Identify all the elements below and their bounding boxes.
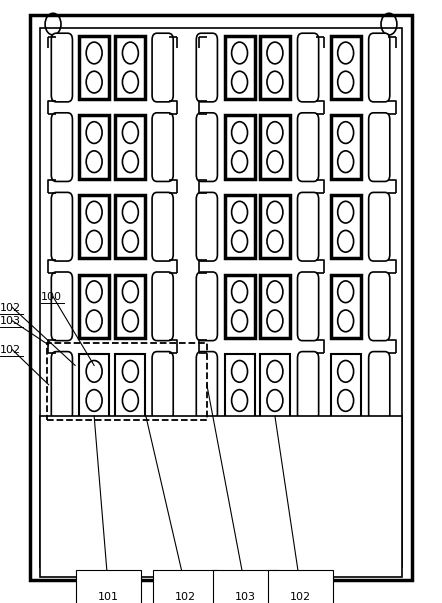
FancyBboxPatch shape — [152, 352, 173, 420]
FancyBboxPatch shape — [297, 33, 319, 102]
Text: 101: 101 — [98, 592, 119, 602]
FancyBboxPatch shape — [51, 192, 72, 261]
FancyBboxPatch shape — [152, 113, 173, 182]
FancyBboxPatch shape — [51, 352, 72, 420]
Bar — [225, 275, 255, 338]
FancyBboxPatch shape — [196, 352, 217, 420]
Bar — [260, 275, 290, 338]
Bar — [260, 36, 290, 99]
Bar — [79, 355, 109, 417]
Bar — [40, 416, 402, 577]
FancyBboxPatch shape — [196, 192, 217, 261]
Bar — [331, 195, 361, 258]
FancyBboxPatch shape — [297, 272, 319, 341]
Bar — [47, 343, 207, 420]
Bar — [79, 275, 109, 338]
Text: 103: 103 — [235, 592, 256, 602]
Bar — [331, 355, 361, 417]
FancyBboxPatch shape — [152, 33, 173, 102]
Bar — [115, 275, 145, 338]
Text: 102: 102 — [290, 592, 311, 602]
Bar — [331, 115, 361, 178]
FancyBboxPatch shape — [369, 33, 390, 102]
FancyBboxPatch shape — [369, 352, 390, 420]
Bar — [30, 15, 412, 580]
Bar — [331, 275, 361, 338]
Bar — [331, 36, 361, 99]
Bar — [115, 195, 145, 258]
FancyBboxPatch shape — [51, 272, 72, 341]
Bar — [225, 195, 255, 258]
Bar — [79, 36, 109, 99]
Bar — [225, 36, 255, 99]
FancyBboxPatch shape — [369, 272, 390, 341]
FancyBboxPatch shape — [196, 33, 217, 102]
Bar — [260, 355, 290, 417]
Bar — [260, 195, 290, 258]
FancyBboxPatch shape — [369, 113, 390, 182]
FancyBboxPatch shape — [297, 113, 319, 182]
Bar — [115, 355, 145, 417]
FancyBboxPatch shape — [152, 272, 173, 341]
Text: 102: 102 — [0, 345, 21, 355]
FancyBboxPatch shape — [297, 352, 319, 420]
Bar — [225, 355, 255, 417]
Bar — [79, 195, 109, 258]
FancyBboxPatch shape — [196, 272, 217, 341]
FancyBboxPatch shape — [297, 192, 319, 261]
FancyBboxPatch shape — [51, 33, 72, 102]
Bar — [40, 28, 402, 567]
FancyBboxPatch shape — [196, 113, 217, 182]
FancyBboxPatch shape — [152, 192, 173, 261]
FancyBboxPatch shape — [51, 113, 72, 182]
Bar — [260, 115, 290, 178]
Text: 102: 102 — [175, 592, 196, 602]
FancyBboxPatch shape — [369, 192, 390, 261]
Bar — [225, 115, 255, 178]
Bar — [115, 115, 145, 178]
Text: 103: 103 — [0, 316, 21, 326]
Text: 102: 102 — [0, 303, 21, 312]
Bar — [115, 36, 145, 99]
Text: 100: 100 — [41, 292, 62, 302]
Bar — [79, 115, 109, 178]
